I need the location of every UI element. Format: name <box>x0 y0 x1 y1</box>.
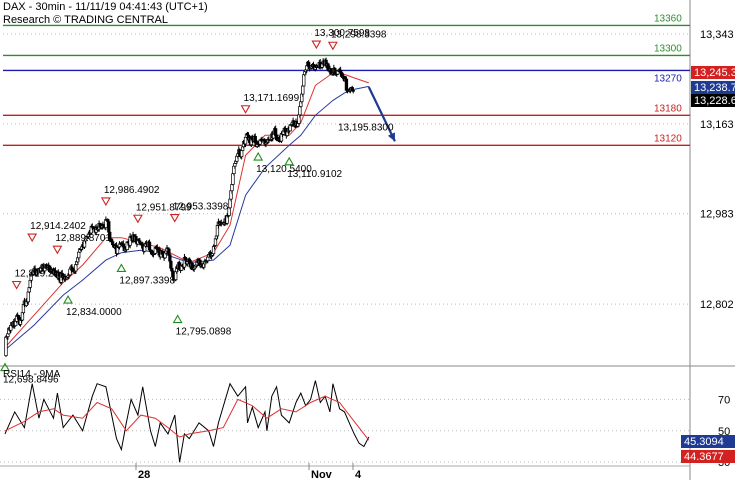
swing-high-marker <box>11 280 22 290</box>
projection-label: 13,195.8300 <box>338 122 394 133</box>
rsi-line <box>4 380 370 463</box>
candle-body <box>298 106 302 116</box>
swing-low-label: 12,698.8496 <box>3 375 59 386</box>
price-axis: 13,343 13,163 12,983 12,802 <box>3 29 734 311</box>
swing-low-label: 12,897.3398 <box>119 275 175 286</box>
swing-high-label: 12,819.2 <box>15 268 54 279</box>
swing-annotations: 12,698.8496 12,819.2 12,914.240212,889.870… <box>0 28 387 386</box>
candle-body <box>351 89 355 92</box>
swing-high-label: 13,298.3398 <box>331 29 387 40</box>
swing-high-label: 12,986.4902 <box>104 185 160 196</box>
swing-high-label: 12,953.3398 <box>173 202 229 213</box>
candle-body <box>273 128 278 136</box>
swing-low-marker <box>63 294 73 304</box>
swing-low-label: 13,120.5400 <box>256 164 312 175</box>
candle-body <box>4 336 8 356</box>
swing-low-marker <box>0 362 10 372</box>
swing-low-label: 12,834.0000 <box>66 307 122 318</box>
price-tag-black: 13,228.6 <box>694 95 735 107</box>
price-tick-label: 12,802 <box>700 299 734 311</box>
rsi-tag-bg <box>681 435 735 448</box>
level-label-13120: 13120 <box>654 133 682 144</box>
level-label-13180: 13180 <box>654 103 682 114</box>
swing-low-label: 13,110.9102 <box>287 169 342 180</box>
time-axis: 28 Nov 4 <box>135 463 362 480</box>
level-label-13360: 13360 <box>654 13 682 24</box>
projection-arrowhead <box>387 132 395 142</box>
price-tags: 13,245.3 13,238.713,228.6 <box>691 66 735 107</box>
rsi-title: RSI14 - 9MA <box>3 369 61 380</box>
price-tag-bg <box>691 94 735 107</box>
price-tick-label: 13,163 <box>700 119 734 131</box>
swing-high-label: 12,889.8701 <box>55 233 111 244</box>
swing-high-marker <box>327 41 338 51</box>
candle-body <box>77 251 81 259</box>
price-levels <box>3 24 690 147</box>
price-tag-red: 13,245.3 <box>694 67 735 79</box>
swing-high-label: 12,914.2402 <box>30 221 86 232</box>
swing-high-marker <box>100 197 111 207</box>
swing-high-label: 13,171.1699 <box>244 93 300 104</box>
swing-high-marker <box>240 105 251 114</box>
swing-high-marker <box>311 40 322 50</box>
projection-arrow-line <box>367 86 396 142</box>
level-label-13270: 13270 <box>654 73 682 84</box>
price-tick-label: 13,343 <box>700 29 734 41</box>
rsi-tag-bg <box>681 450 735 463</box>
swing-low-marker <box>253 151 264 161</box>
time-tick-label: 4 <box>355 469 362 480</box>
candle-body <box>26 291 30 303</box>
rsi-tag-blue: 45.3094 <box>684 436 724 448</box>
price-tick-label: 12,983 <box>700 209 734 221</box>
time-tick-label: 28 <box>138 469 150 480</box>
candles <box>4 57 355 358</box>
price-tag-bg <box>691 81 735 94</box>
time-tick-label: Nov <box>311 469 333 480</box>
projection-arrow: 13,195.8300 <box>338 86 396 142</box>
swing-low-marker <box>116 263 127 273</box>
rsi-tick-label: 70 <box>718 394 730 406</box>
rsi-tick-label: 50 <box>718 426 730 438</box>
price-ma-line-blue <box>4 85 369 351</box>
swing-high-label: 12,951.8799 <box>136 202 192 213</box>
swing-high-marker <box>169 213 180 223</box>
candle-body <box>301 85 305 95</box>
candle-body <box>302 74 306 87</box>
swing-high-marker <box>27 233 38 243</box>
swing-low-marker <box>172 314 183 324</box>
rsi-ma-line <box>4 395 370 441</box>
swing-low-marker <box>284 156 295 166</box>
price-tag-blue: 13,238.7 <box>694 82 735 94</box>
swing-high-label: 13,300.7598 <box>314 28 370 39</box>
price-tag-bg <box>691 66 735 79</box>
swing-high-marker <box>132 214 143 224</box>
chart-title: DAX - 30min - 11/11/19 04:41:43 (UTC+1) <box>3 1 208 13</box>
swing-high-marker <box>52 245 63 255</box>
research-label: Research © TRADING CENTRAL <box>3 14 168 26</box>
level-labels: 13360 13300 13270 13180 13120 <box>654 13 682 144</box>
rsi-tag-red: 44.3677 <box>684 451 724 463</box>
candle-body <box>240 150 244 158</box>
level-label-13300: 13300 <box>654 43 682 54</box>
swing-low-label: 12,795.0898 <box>176 327 232 338</box>
